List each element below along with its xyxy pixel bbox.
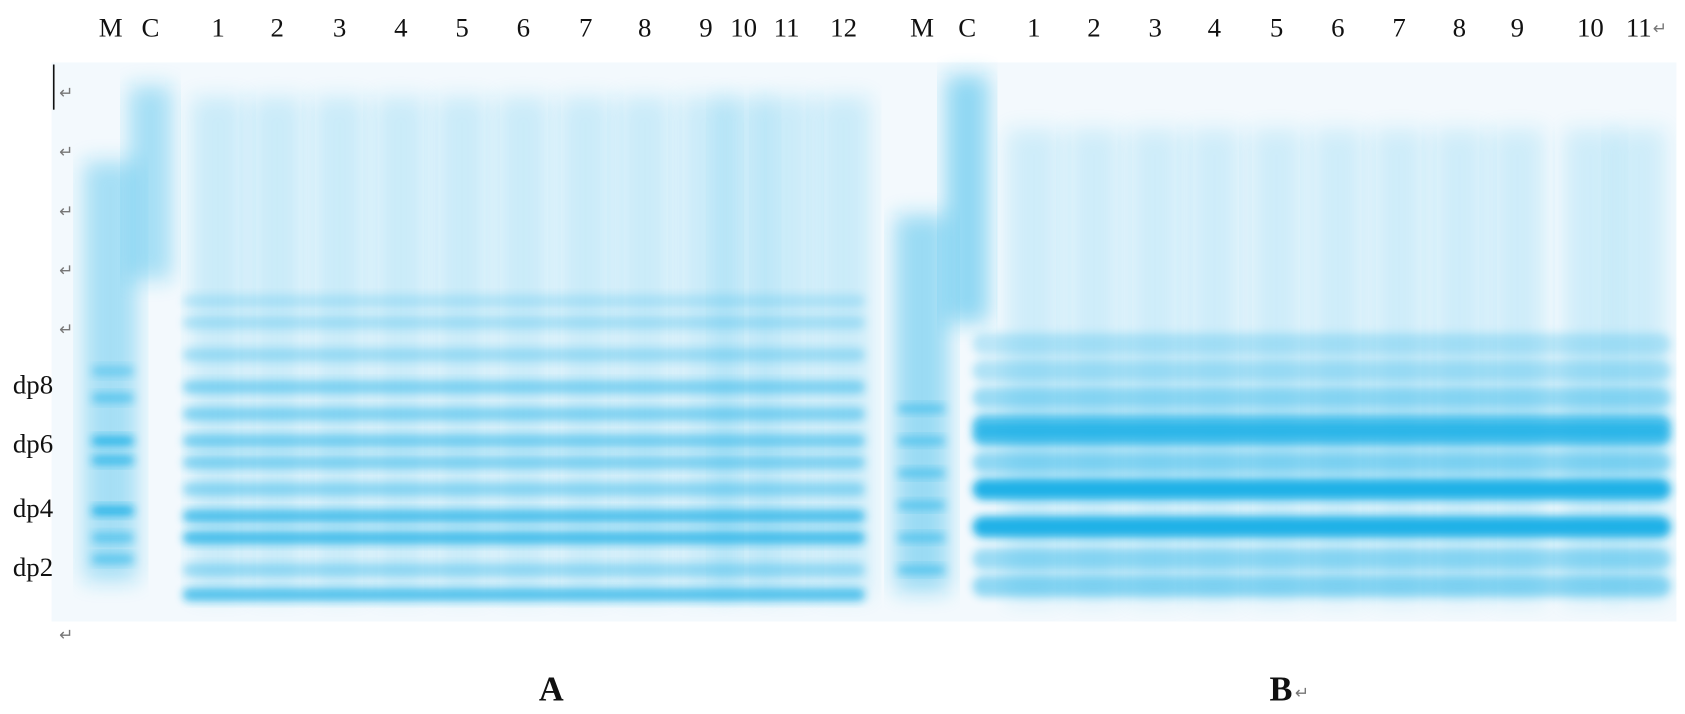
lane-label: 4 (1208, 12, 1222, 42)
band (91, 393, 135, 403)
marker-label: dp4 (13, 493, 54, 523)
band (91, 554, 135, 564)
band (182, 563, 866, 577)
band (91, 436, 135, 446)
band (91, 532, 135, 543)
band (182, 380, 866, 394)
paragraph-mark: ↵ (1295, 684, 1309, 703)
band (972, 478, 1672, 501)
band (972, 451, 1672, 474)
lane-smear (945, 75, 989, 323)
band (897, 404, 946, 413)
lane-label: 9 (699, 12, 712, 42)
lane-label: 1 (1027, 12, 1040, 42)
band (182, 509, 866, 523)
band (897, 533, 946, 542)
lane-label: C (141, 12, 159, 42)
paragraph-mark: ↵ (59, 202, 73, 221)
lane-label: 10 (730, 12, 757, 42)
lane-label: 3 (1148, 12, 1161, 42)
band (972, 333, 1672, 355)
lane-label: 2 (1087, 12, 1100, 42)
band (972, 575, 1672, 597)
lane-label: 5 (455, 12, 468, 42)
band (182, 407, 866, 421)
band (182, 294, 866, 308)
band (897, 501, 946, 510)
band (182, 531, 866, 545)
band (182, 455, 866, 469)
band (91, 505, 135, 516)
band (182, 434, 866, 448)
lane-label: 6 (517, 12, 530, 42)
band (182, 482, 866, 496)
panel-label: B (1269, 670, 1292, 708)
band (972, 360, 1672, 382)
paragraph-mark: ↵ (59, 143, 73, 162)
lane-label: C (958, 12, 976, 42)
lane-label: 7 (1392, 12, 1405, 42)
band (897, 468, 946, 478)
lane-label: 5 (1270, 12, 1283, 42)
gel-bands (83, 75, 1672, 603)
lane-label: 8 (638, 12, 651, 42)
marker-label: dp2 (13, 552, 53, 582)
marker-label: dp8 (13, 369, 53, 399)
lane-label: M (910, 12, 934, 42)
lane-label: 11 (774, 12, 800, 42)
band (972, 516, 1672, 538)
lane-smear (128, 86, 172, 280)
band (897, 565, 946, 575)
paragraph-mark: ↵ (59, 261, 73, 280)
lane-label: 7 (579, 12, 592, 42)
lane-label: M (99, 12, 123, 42)
panel-label: A (539, 670, 564, 708)
marker-label: dp6 (13, 428, 53, 458)
paragraph-mark: ↵ (1653, 19, 1667, 38)
lane-label: 4 (394, 12, 408, 42)
lane-label: 10 (1577, 12, 1604, 42)
labels: M C 1 2 3 4 5 6 7 8 9 10 11 12 M C 1 2 3 4 5 6 7 8 9 10 11dp8dp6dp… (13, 12, 1667, 708)
band (972, 387, 1672, 409)
lane-label: 11 (1626, 12, 1652, 42)
lane-label: 8 (1453, 12, 1466, 42)
lane-label: 2 (271, 12, 284, 42)
band (182, 348, 866, 362)
lane-label: 12 (830, 12, 857, 42)
band (897, 436, 946, 446)
paragraph-mark: ↵ (59, 626, 73, 645)
lane-smear (895, 215, 949, 592)
lane-label: 6 (1331, 12, 1344, 42)
band (972, 424, 1672, 447)
band (91, 455, 135, 466)
lane-label: 9 (1511, 12, 1524, 42)
paragraph-mark: ↵ (59, 84, 73, 103)
band (182, 316, 866, 330)
lane-label: 1 (211, 12, 224, 42)
lane-label: 3 (333, 12, 346, 42)
band (182, 588, 866, 602)
band (91, 366, 135, 376)
band (972, 548, 1672, 570)
paragraph-mark: ↵ (59, 320, 73, 339)
